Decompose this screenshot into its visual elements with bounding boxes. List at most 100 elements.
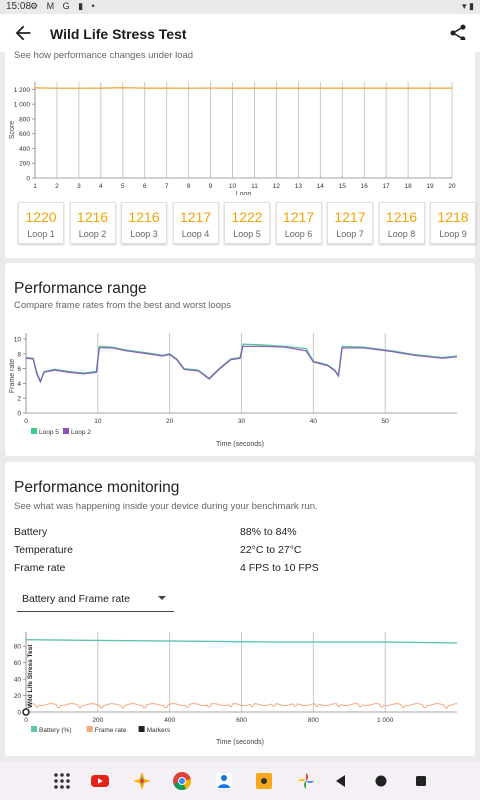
legend-swatch	[31, 726, 37, 732]
x-tick-label: 7	[165, 183, 169, 190]
legend-label: Frame rate	[95, 727, 127, 734]
legend-swatch	[86, 726, 93, 732]
loop-label: Loop 1	[27, 229, 55, 239]
legend-label: Markers	[147, 727, 171, 734]
x-axis-label: Time (seconds)	[216, 441, 264, 448]
loop-score-tile[interactable]: 1218 Loop 9	[430, 202, 476, 244]
loop-score-value: 1216	[385, 209, 418, 225]
y-tick-label: 400	[19, 146, 30, 153]
x-tick-label: 40	[310, 418, 318, 425]
google-photos-icon[interactable]	[296, 771, 316, 791]
x-tick-label: 2	[55, 183, 59, 190]
temperature-value: 22°C to 27°C	[240, 544, 302, 556]
x-tick-label: 1 000	[377, 717, 394, 724]
play-games-icon[interactable]	[132, 771, 152, 791]
battery-label: Battery	[14, 526, 48, 538]
x-axis-label: Time (seconds)	[216, 739, 264, 746]
share-icon[interactable]	[448, 23, 468, 43]
marker-point	[22, 708, 30, 716]
loop-score-value: 1218	[437, 209, 469, 225]
performance-monitoring-card: Performance monitoring See what was happ…	[5, 462, 475, 756]
x-tick-label: 20	[166, 418, 174, 425]
loop-score-tile[interactable]: 1217 Loop 6	[275, 202, 322, 244]
x-tick-label: 16	[361, 183, 369, 190]
x-tick-label: 10	[229, 183, 237, 190]
y-tick-label: 4	[17, 381, 21, 388]
x-tick-label: 8	[187, 183, 191, 190]
loop-score-value: 1220	[25, 209, 57, 225]
youtube-icon[interactable]	[90, 771, 110, 791]
frame-rate-label: Frame rate	[14, 562, 66, 574]
frame-rate-value: 4 FPS to 10 FPS	[240, 562, 319, 574]
x-tick-label: 15	[339, 183, 347, 190]
score-card: See how performance changes under load 1…	[5, 40, 476, 258]
temperature-label: Temperature	[14, 544, 73, 556]
performance-range-subtitle: Compare frame rates from the best and wo…	[14, 300, 232, 311]
status-time: 15:08	[6, 1, 32, 12]
loop-label: Loop 3	[130, 229, 158, 239]
y-tick-label: 6	[17, 366, 21, 373]
x-tick-label: 600	[236, 717, 247, 724]
x-tick-label: 18	[404, 183, 412, 190]
x-tick-label: 5	[121, 183, 125, 190]
loop-label: Loop 8	[387, 229, 416, 239]
y-tick-label: 60	[14, 660, 22, 667]
nav-recents-icon[interactable]	[411, 771, 431, 791]
x-tick-label: 800	[308, 717, 319, 724]
loop-score-value: 1216	[76, 209, 109, 225]
x-tick-label: 12	[273, 183, 281, 190]
x-tick-label: 13	[295, 183, 303, 190]
y-tick-label: 8	[17, 351, 21, 358]
x-axis-label: Loop	[236, 191, 252, 195]
x-tick-label: 19	[426, 183, 434, 190]
marker-annotation: Wild Life Stress Test	[27, 644, 34, 708]
legend-label: Loop 2	[71, 429, 91, 436]
chart-metric-dropdown[interactable]: Battery and Frame rate	[17, 586, 174, 612]
legend-label: Loop 5	[39, 429, 59, 436]
loop-score-tile[interactable]: 1216 Loop 8	[378, 202, 425, 244]
loop-score-value: 1217	[179, 209, 212, 225]
arrow-back-icon[interactable]	[12, 22, 34, 44]
x-tick-label: 6	[143, 183, 147, 190]
x-tick-label: 11	[251, 183, 258, 190]
y-tick-label: 20	[14, 693, 22, 700]
page-title: Wild Life Stress Test	[50, 26, 187, 42]
x-tick-label: 9	[209, 183, 213, 190]
score-subtitle: See how performance changes under load	[14, 50, 194, 61]
loop-label: Loop 2	[78, 229, 107, 239]
loop-score-tile[interactable]: 1217 Loop 7	[327, 202, 373, 244]
loop-label: Loop 5	[233, 229, 261, 239]
performance-range-title: Performance range	[14, 280, 147, 297]
y-tick-label: 1 200	[14, 87, 31, 94]
app-drawer-icon[interactable]	[52, 771, 72, 791]
loop-label: Loop 4	[181, 229, 210, 239]
y-tick-label: 80	[14, 644, 22, 651]
x-tick-label: 4	[99, 183, 103, 190]
loop-label: Loop 9	[439, 229, 467, 239]
status-bar: 15:08 ⚙ M G ▮ • ▾ ▮	[0, 0, 480, 14]
x-tick-label: 14	[317, 183, 325, 190]
loop-score-value: 1222	[231, 209, 263, 225]
nav-back-icon[interactable]	[331, 771, 351, 791]
x-tick-label: 0	[24, 717, 28, 724]
chrome-icon[interactable]	[172, 771, 192, 791]
performance-monitoring-title: Performance monitoring	[14, 479, 180, 496]
nav-home-icon[interactable]	[371, 771, 391, 791]
wifi-battery-icon: ▾ ▮	[462, 1, 474, 11]
3dmark-app-icon[interactable]	[254, 771, 274, 791]
dropdown-selected-value: Battery and Frame rate	[22, 593, 130, 605]
loop-score-tile[interactable]: 1216 Loop 3	[121, 202, 167, 244]
x-tick-label: 400	[164, 717, 175, 724]
loop-score-tile[interactable]: 1216 Loop 2	[69, 202, 116, 244]
battery-series-line	[25, 638, 458, 644]
monitoring-chart: 0 200 400 600 800 1 000 0 20 40 60 80 Wild Life Str…	[14, 632, 458, 746]
loop-score-tile[interactable]: 1217 Loop 4	[172, 202, 219, 244]
dropdown-arrow-icon	[158, 596, 166, 600]
loop-score-tile[interactable]: 1220 Loop 1	[18, 202, 64, 244]
loop-score-tile[interactable]: 1222 Loop 5	[224, 202, 270, 244]
contacts-icon[interactable]	[214, 771, 234, 791]
x-tick-label: 30	[238, 418, 246, 425]
y-tick-label: 0	[26, 176, 30, 183]
x-tick-label: 17	[383, 183, 391, 190]
x-tick-label: 3	[77, 183, 81, 190]
